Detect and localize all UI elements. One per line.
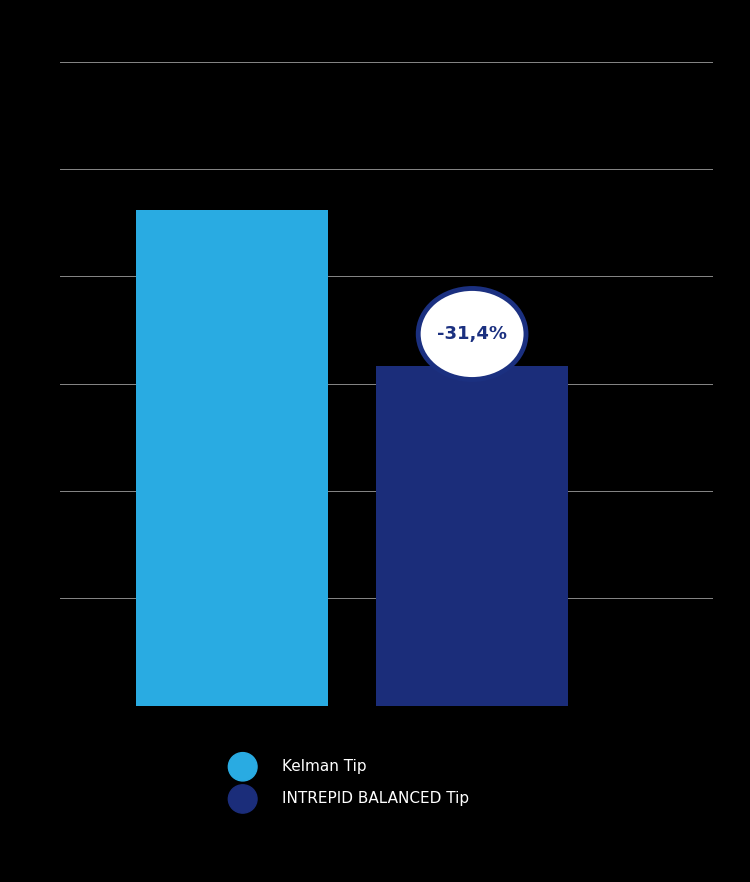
Text: Kelman Tip: Kelman Tip	[282, 759, 367, 774]
Bar	[376, 366, 568, 706]
Ellipse shape	[419, 288, 526, 379]
Bar	[136, 210, 328, 706]
Text: -31,4%: -31,4%	[437, 325, 507, 343]
Text: INTREPID BALANCED Tip: INTREPID BALANCED Tip	[282, 791, 469, 806]
Circle shape	[228, 752, 257, 781]
Circle shape	[228, 785, 257, 813]
